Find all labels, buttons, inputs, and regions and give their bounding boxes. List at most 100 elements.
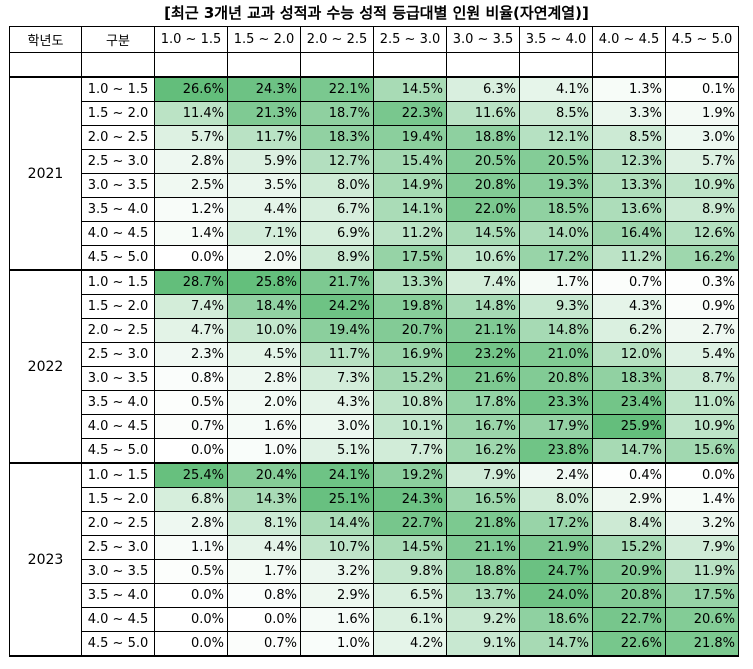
value-cell: 24.0% bbox=[519, 583, 593, 608]
value-cell: 10.1% bbox=[373, 414, 447, 439]
value-cell: 9.8% bbox=[373, 559, 447, 584]
value-cell: 4.2% bbox=[373, 631, 447, 657]
header-col-3: 2.0 ~ 2.5 bbox=[300, 26, 374, 53]
value-cell: 22.0% bbox=[446, 197, 520, 222]
value-cell: 18.3% bbox=[592, 366, 666, 391]
value-cell: 9.3% bbox=[519, 294, 593, 319]
value-cell: 0.0% bbox=[227, 607, 301, 632]
header-col-5: 3.0 ~ 3.5 bbox=[446, 26, 520, 53]
value-cell: 11.4% bbox=[154, 101, 228, 126]
value-cell: 0.1% bbox=[665, 76, 739, 102]
value-cell: 2.5% bbox=[154, 173, 228, 198]
value-cell: 18.5% bbox=[519, 197, 593, 222]
table-row: 1.5 ~ 2.0 7.4% 18.4% 24.2% 19.8% 14.8% 9.3% 4.3… bbox=[10, 294, 739, 319]
value-cell: 24.3% bbox=[373, 487, 447, 512]
value-cell: 5.9% bbox=[227, 149, 301, 174]
value-cell: 14.1% bbox=[373, 197, 447, 222]
value-cell: 4.4% bbox=[227, 197, 301, 222]
value-cell: 2.3% bbox=[154, 342, 228, 367]
value-cell: 24.3% bbox=[227, 76, 301, 102]
table-row: 3.5 ~ 4.0 0.0% 0.8% 2.9% 6.5% 13.7% 24.0% 20.8%… bbox=[10, 583, 739, 608]
header-col-2: 1.5 ~ 2.0 bbox=[227, 26, 301, 53]
header-category: 구분 bbox=[81, 26, 155, 53]
range-cell: 3.0 ~ 3.5 bbox=[81, 173, 155, 198]
blank-row bbox=[9, 52, 739, 78]
value-cell: 7.9% bbox=[665, 535, 739, 560]
value-cell: 8.9% bbox=[665, 197, 739, 222]
value-cell: 2.0% bbox=[227, 390, 301, 415]
value-cell: 1.3% bbox=[592, 76, 666, 102]
value-cell: 24.1% bbox=[300, 462, 374, 488]
table-row: 2.0 ~ 2.5 5.7% 11.7% 18.3% 19.4% 18.8% 12.1% 8.… bbox=[10, 125, 739, 150]
value-cell: 6.9% bbox=[300, 221, 374, 246]
value-cell: 4.3% bbox=[592, 294, 666, 319]
value-cell: 15.6% bbox=[665, 438, 739, 464]
range-cell: 4.5 ~ 5.0 bbox=[81, 631, 155, 657]
value-cell: 20.5% bbox=[446, 149, 520, 174]
range-cell: 2.0 ~ 2.5 bbox=[81, 318, 155, 343]
value-cell: 14.5% bbox=[373, 535, 447, 560]
value-cell: 14.8% bbox=[446, 294, 520, 319]
table-row: 2023 1.0 ~ 1.5 25.4% 20.4% 24.1% 19.2% 7.9% 2.4… bbox=[9, 462, 739, 657]
value-cell: 1.1% bbox=[154, 535, 228, 560]
value-cell: 8.5% bbox=[592, 125, 666, 150]
value-cell: 11.9% bbox=[665, 559, 739, 584]
value-cell: 0.5% bbox=[154, 390, 228, 415]
value-cell: 11.0% bbox=[665, 390, 739, 415]
value-cell: 0.8% bbox=[154, 366, 228, 391]
value-cell: 18.7% bbox=[300, 101, 374, 126]
value-cell: 12.1% bbox=[519, 125, 593, 150]
value-cell: 1.6% bbox=[300, 607, 374, 632]
range-cell: 1.5 ~ 2.0 bbox=[81, 487, 155, 512]
value-cell: 2.7% bbox=[665, 318, 739, 343]
year-cell: 2023 bbox=[9, 462, 82, 657]
value-cell: 6.7% bbox=[300, 197, 374, 222]
grade-ratio-table: 학년도 구분 1.0 ~ 1.5 1.5 ~ 2.0 2.0 ~ 2.5 2.5… bbox=[9, 26, 739, 657]
value-cell: 10.9% bbox=[665, 173, 739, 198]
value-cell: 17.9% bbox=[519, 414, 593, 439]
range-cell: 3.5 ~ 4.0 bbox=[81, 390, 155, 415]
value-cell: 11.2% bbox=[592, 245, 666, 271]
value-cell: 20.4% bbox=[227, 462, 301, 488]
value-cell: 22.3% bbox=[373, 101, 447, 126]
value-cell: 23.8% bbox=[519, 438, 593, 464]
range-cell: 2.5 ~ 3.0 bbox=[81, 149, 155, 174]
table-row: 2.5 ~ 3.0 2.3% 4.5% 11.7% 16.9% 23.2% 21.0% 12.… bbox=[10, 342, 739, 367]
value-cell: 25.4% bbox=[154, 462, 228, 488]
value-cell: 20.8% bbox=[519, 366, 593, 391]
value-cell: 21.7% bbox=[300, 269, 374, 295]
value-cell: 15.4% bbox=[373, 149, 447, 174]
value-cell: 24.7% bbox=[519, 559, 593, 584]
value-cell: 25.9% bbox=[592, 414, 666, 439]
value-cell: 13.6% bbox=[592, 197, 666, 222]
range-cell: 4.5 ~ 5.0 bbox=[81, 245, 155, 271]
value-cell: 3.3% bbox=[592, 101, 666, 126]
value-cell: 3.0% bbox=[665, 125, 739, 150]
value-cell: 20.7% bbox=[373, 318, 447, 343]
value-cell: 18.8% bbox=[446, 559, 520, 584]
value-cell: 21.3% bbox=[227, 101, 301, 126]
table-row: 1.5 ~ 2.0 11.4% 21.3% 18.7% 22.3% 11.6% 8.5% 3.… bbox=[10, 101, 739, 126]
value-cell: 7.4% bbox=[446, 269, 520, 295]
value-cell: 7.9% bbox=[446, 462, 520, 488]
value-cell: 18.3% bbox=[300, 125, 374, 150]
header-year: 학년도 bbox=[9, 26, 82, 53]
range-cell: 1.0 ~ 1.5 bbox=[81, 76, 155, 102]
value-cell: 1.7% bbox=[227, 559, 301, 584]
value-cell: 14.5% bbox=[446, 221, 520, 246]
value-cell: 20.8% bbox=[446, 173, 520, 198]
value-cell: 17.5% bbox=[373, 245, 447, 271]
header-col-7: 4.0 ~ 4.5 bbox=[592, 26, 666, 53]
range-cell: 1.0 ~ 1.5 bbox=[81, 462, 155, 488]
value-cell: 22.6% bbox=[592, 631, 666, 657]
value-cell: 16.2% bbox=[665, 245, 739, 271]
value-cell: 14.4% bbox=[300, 511, 374, 536]
value-cell: 8.5% bbox=[519, 101, 593, 126]
value-cell: 17.5% bbox=[665, 583, 739, 608]
value-cell: 13.3% bbox=[373, 269, 447, 295]
value-cell: 5.4% bbox=[665, 342, 739, 367]
value-cell: 6.1% bbox=[373, 607, 447, 632]
value-cell: 25.1% bbox=[300, 487, 374, 512]
value-cell: 20.6% bbox=[665, 607, 739, 632]
value-cell: 10.6% bbox=[446, 245, 520, 271]
